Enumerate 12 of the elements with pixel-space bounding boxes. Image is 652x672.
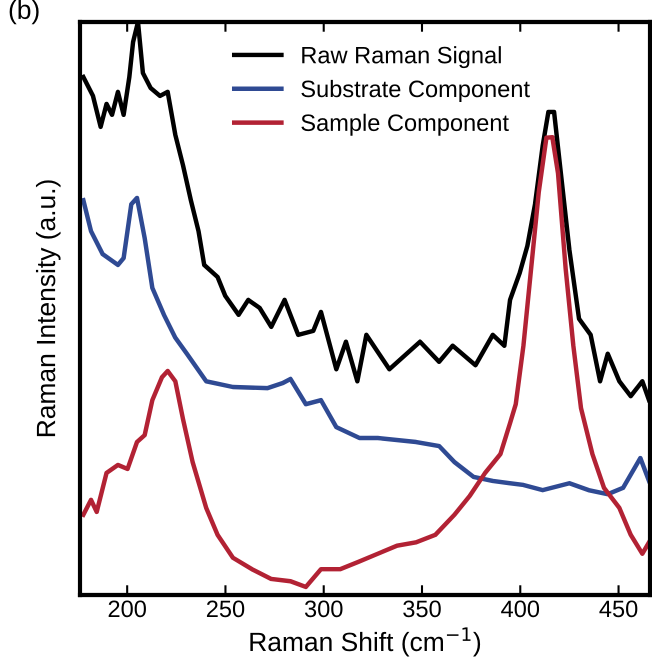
x-tick-label: 250 [206,600,244,618]
x-axis-title: Raman Shift (cm$^{−1}$) [250,627,480,656]
x-tick-label: 200 [108,600,146,618]
y-axis-title: Raman Intensity (a.u.) [36,180,61,436]
x-tick-label: 400 [501,600,540,618]
legend-label: Sample Component [301,114,509,136]
legend-label: Raw Raman Signal [302,46,501,68]
x-tick-label: 350 [403,600,441,618]
chart-title: (b) [10,0,39,24]
legend-label: Substrate Component [301,80,530,102]
x-tick-label: 300 [304,600,342,618]
x-tick-label: 450 [599,600,638,618]
